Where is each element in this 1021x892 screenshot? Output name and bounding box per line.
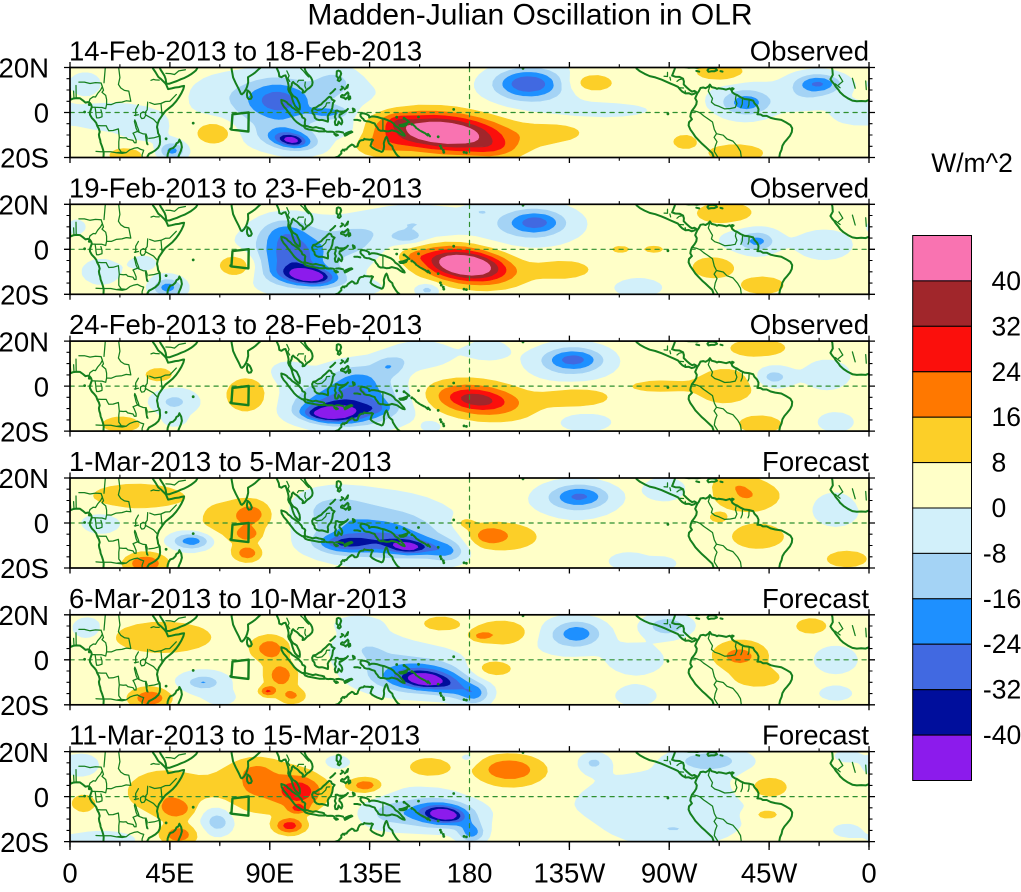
svg-text:0: 0 xyxy=(34,782,49,813)
svg-text:Madden-Julian Oscillation in O: Madden-Julian Oscillation in OLR xyxy=(307,0,752,32)
svg-text:Observed: Observed xyxy=(750,309,869,340)
svg-text:0: 0 xyxy=(34,645,49,676)
svg-text:8: 8 xyxy=(992,448,1007,478)
svg-text:20N: 20N xyxy=(0,53,49,84)
svg-text:24: 24 xyxy=(992,357,1021,387)
svg-text:45W: 45W xyxy=(741,858,798,888)
svg-text:20N: 20N xyxy=(0,600,49,631)
svg-text:20N: 20N xyxy=(0,190,49,221)
svg-text:Forecast: Forecast xyxy=(762,720,869,751)
svg-text:20N: 20N xyxy=(0,463,49,494)
svg-text:-24: -24 xyxy=(983,629,1021,659)
svg-text:W/m^2: W/m^2 xyxy=(931,148,1013,178)
svg-text:0: 0 xyxy=(34,235,49,266)
svg-text:90W: 90W xyxy=(641,858,698,888)
svg-text:20N: 20N xyxy=(0,737,49,768)
svg-text:1-Mar-2013 to 5-Mar-2013: 1-Mar-2013 to 5-Mar-2013 xyxy=(69,446,392,477)
svg-text:-40: -40 xyxy=(983,720,1021,750)
svg-text:Observed: Observed xyxy=(750,172,869,203)
svg-text:0: 0 xyxy=(62,858,77,888)
svg-text:20N: 20N xyxy=(0,326,49,357)
svg-text:-8: -8 xyxy=(983,538,1007,568)
svg-text:-32: -32 xyxy=(983,675,1021,705)
svg-text:45E: 45E xyxy=(145,858,194,888)
svg-text:20S: 20S xyxy=(0,827,49,858)
svg-text:Forecast: Forecast xyxy=(762,583,869,614)
svg-text:0: 0 xyxy=(34,508,49,539)
svg-text:20S: 20S xyxy=(0,416,49,447)
svg-text:20S: 20S xyxy=(0,553,49,584)
svg-text:20S: 20S xyxy=(0,143,49,174)
svg-text:11-Mar-2013 to 15-Mar-2013: 11-Mar-2013 to 15-Mar-2013 xyxy=(69,720,420,751)
svg-text:135E: 135E xyxy=(337,858,401,888)
svg-text:20S: 20S xyxy=(0,280,49,311)
svg-text:0: 0 xyxy=(992,493,1007,523)
svg-text:0: 0 xyxy=(34,371,49,402)
svg-text:Observed: Observed xyxy=(750,36,869,67)
svg-text:14-Feb-2013 to 18-Feb-2013: 14-Feb-2013 to 18-Feb-2013 xyxy=(69,36,422,67)
svg-text:32: 32 xyxy=(992,311,1021,341)
svg-text:24-Feb-2013 to 28-Feb-2013: 24-Feb-2013 to 28-Feb-2013 xyxy=(69,309,422,340)
svg-text:6-Mar-2013 to 10-Mar-2013: 6-Mar-2013 to 10-Mar-2013 xyxy=(69,583,407,614)
svg-text:0: 0 xyxy=(34,98,49,129)
svg-text:19-Feb-2013 to 23-Feb-2013: 19-Feb-2013 to 23-Feb-2013 xyxy=(69,172,422,203)
svg-text:20S: 20S xyxy=(0,690,49,721)
svg-text:135W: 135W xyxy=(533,858,605,888)
svg-text:16: 16 xyxy=(992,402,1021,432)
svg-text:40: 40 xyxy=(992,266,1021,296)
svg-text:Forecast: Forecast xyxy=(762,446,869,477)
svg-text:180: 180 xyxy=(447,858,493,888)
svg-text:-16: -16 xyxy=(983,584,1021,614)
svg-text:0: 0 xyxy=(861,858,876,888)
svg-text:90E: 90E xyxy=(245,858,294,888)
